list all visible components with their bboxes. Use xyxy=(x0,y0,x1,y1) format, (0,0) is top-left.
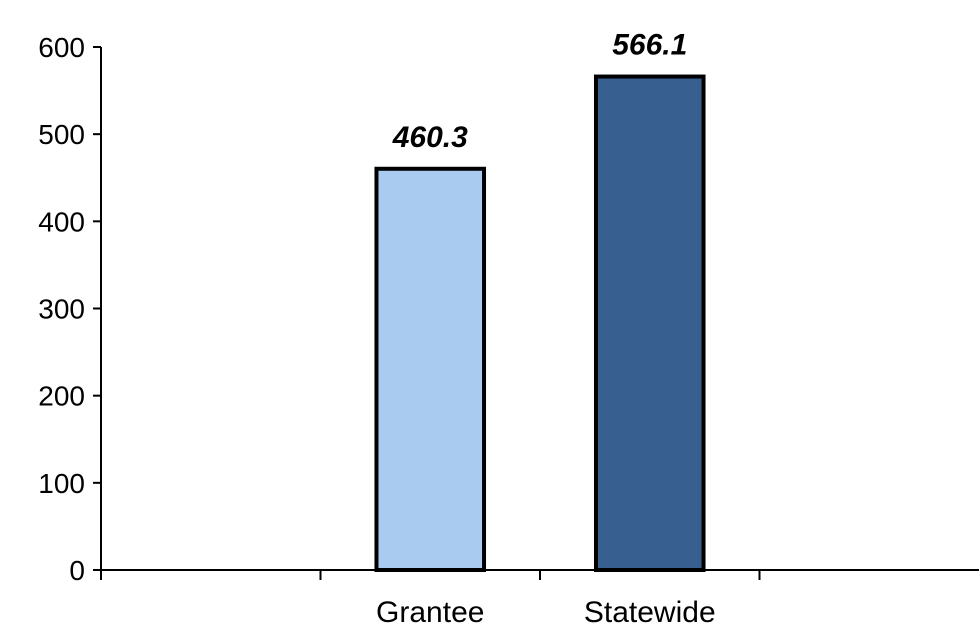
y-tick-label: 400 xyxy=(38,206,85,237)
y-tick-label: 600 xyxy=(38,32,85,63)
y-tick-label: 100 xyxy=(38,468,85,499)
y-tick-label: 300 xyxy=(38,294,85,325)
bar-grantee xyxy=(374,166,487,573)
x-category-label: Grantee xyxy=(376,596,484,629)
x-axis: Grantee Statewide xyxy=(100,569,979,629)
bars xyxy=(374,74,706,573)
data-label-grantee: 460.3 xyxy=(392,121,468,154)
data-labels: 460.3 566.1 xyxy=(392,29,688,154)
y-tick-label: 500 xyxy=(38,119,85,150)
y-tick-label: 200 xyxy=(38,381,85,412)
y-tick-label: 0 xyxy=(69,555,85,586)
data-label-statewide: 566.1 xyxy=(612,29,687,62)
y-axis: 0 100 200 300 400 500 600 xyxy=(38,32,102,586)
bar-statewide xyxy=(593,74,706,572)
x-category-label: Statewide xyxy=(584,596,716,629)
